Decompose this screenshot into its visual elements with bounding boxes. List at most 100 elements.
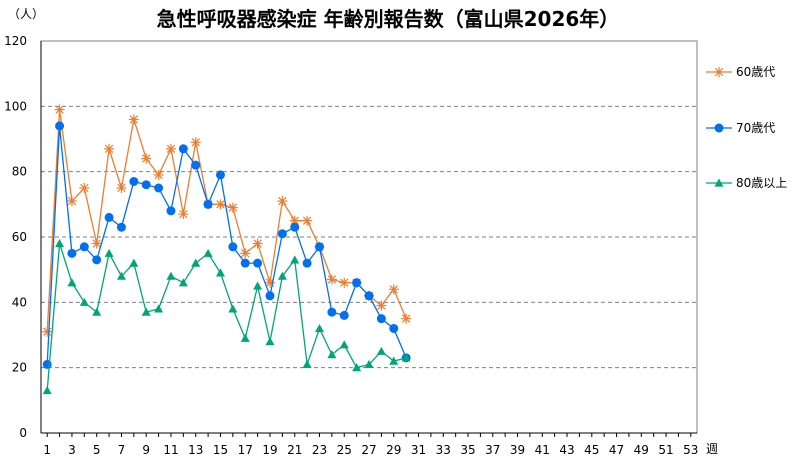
marker-stroke xyxy=(117,183,126,193)
x-axis-unit-label: 週 xyxy=(706,442,718,456)
x-tick-label: 19 xyxy=(262,443,277,457)
marker-stroke xyxy=(92,239,101,248)
data-point xyxy=(240,333,250,342)
legend-label: 80歳以上 xyxy=(736,176,787,190)
marker-stroke xyxy=(142,154,151,163)
data-point xyxy=(215,268,225,277)
data-point xyxy=(141,153,152,164)
data-point xyxy=(389,323,399,333)
data-point xyxy=(92,255,102,265)
data-point xyxy=(116,271,126,280)
series-3 xyxy=(42,239,411,395)
data-point xyxy=(153,169,164,180)
data-point xyxy=(79,297,89,306)
data-point xyxy=(79,242,89,252)
y-tick-label: 100 xyxy=(4,99,27,113)
data-point xyxy=(42,386,52,395)
data-point xyxy=(54,104,65,115)
data-point xyxy=(178,209,189,220)
x-tick-label: 23 xyxy=(312,443,327,457)
data-point xyxy=(215,199,226,210)
data-point xyxy=(253,258,263,268)
y-tick-label: 60 xyxy=(12,230,27,244)
y-tick-label: 0 xyxy=(19,426,27,440)
data-point xyxy=(265,337,275,346)
data-point xyxy=(314,242,324,252)
data-point xyxy=(166,206,176,216)
marker-stroke xyxy=(714,67,724,77)
data-point xyxy=(339,340,349,349)
data-point xyxy=(339,277,350,288)
data-point xyxy=(67,278,77,287)
data-point xyxy=(227,202,238,213)
marker-stroke xyxy=(327,275,337,284)
data-point xyxy=(154,304,164,313)
x-tick-label: 47 xyxy=(609,443,624,457)
legend-item-2: 70歳代 xyxy=(706,121,775,135)
marker-stroke xyxy=(104,144,114,153)
data-point xyxy=(240,258,250,268)
marker-stroke xyxy=(216,200,225,209)
data-point xyxy=(302,258,312,268)
data-point xyxy=(141,307,151,316)
data-point xyxy=(116,222,126,232)
x-tick-label: 5 xyxy=(93,443,101,457)
chart-title: 急性呼吸器感染症 年齢別報告数（富山県2026年） xyxy=(157,7,620,31)
legend-label: 70歳代 xyxy=(736,121,775,135)
data-point xyxy=(178,278,188,287)
x-tick-label: 49 xyxy=(634,443,649,457)
x-tick-label: 37 xyxy=(485,443,500,457)
data-point xyxy=(55,239,65,248)
data-point xyxy=(66,196,77,207)
x-tick-label: 51 xyxy=(658,443,673,457)
data-point xyxy=(290,222,300,232)
data-point xyxy=(388,284,399,295)
data-point xyxy=(79,183,90,193)
data-point xyxy=(92,307,102,316)
data-point xyxy=(154,183,164,193)
x-tick-label: 27 xyxy=(361,443,376,457)
marker-stroke xyxy=(191,138,200,147)
data-point xyxy=(327,307,337,317)
marker-stroke xyxy=(401,314,411,323)
data-point xyxy=(203,248,213,257)
data-point xyxy=(376,314,386,324)
data-point xyxy=(277,229,287,239)
marker-stroke xyxy=(154,170,163,180)
data-point xyxy=(265,291,275,301)
marker-stroke xyxy=(67,196,77,206)
data-point xyxy=(228,304,238,313)
data-point xyxy=(290,255,300,264)
marker-stroke xyxy=(253,239,262,248)
data-point xyxy=(376,300,387,311)
x-tick-label: 43 xyxy=(559,443,574,457)
data-point xyxy=(714,67,724,77)
data-point xyxy=(104,248,114,257)
data-point xyxy=(42,326,53,337)
y-tick-label: 20 xyxy=(12,361,27,375)
data-point xyxy=(253,281,263,290)
data-point xyxy=(104,143,115,154)
x-tick-label: 11 xyxy=(163,443,178,457)
data-point xyxy=(191,258,201,267)
data-point xyxy=(302,359,312,368)
data-point xyxy=(240,248,251,259)
y-tick-label: 80 xyxy=(12,165,27,179)
marker-stroke xyxy=(80,183,89,193)
x-tick-label: 13 xyxy=(188,443,203,457)
data-point xyxy=(714,123,724,133)
series-layer xyxy=(42,104,412,395)
marker-stroke xyxy=(166,144,176,153)
x-tick-label: 35 xyxy=(460,443,475,457)
marker-stroke xyxy=(228,203,238,212)
y-tick-label: 120 xyxy=(4,34,27,48)
data-point xyxy=(326,274,337,285)
data-point xyxy=(129,258,139,267)
marker-stroke xyxy=(302,216,312,225)
data-point xyxy=(327,350,337,359)
x-tick-label: 31 xyxy=(411,443,426,457)
series-2 xyxy=(42,121,411,369)
y-tick-labels: 0 20 40 60 80 100 120 xyxy=(4,34,27,440)
marker-stroke xyxy=(377,301,386,310)
